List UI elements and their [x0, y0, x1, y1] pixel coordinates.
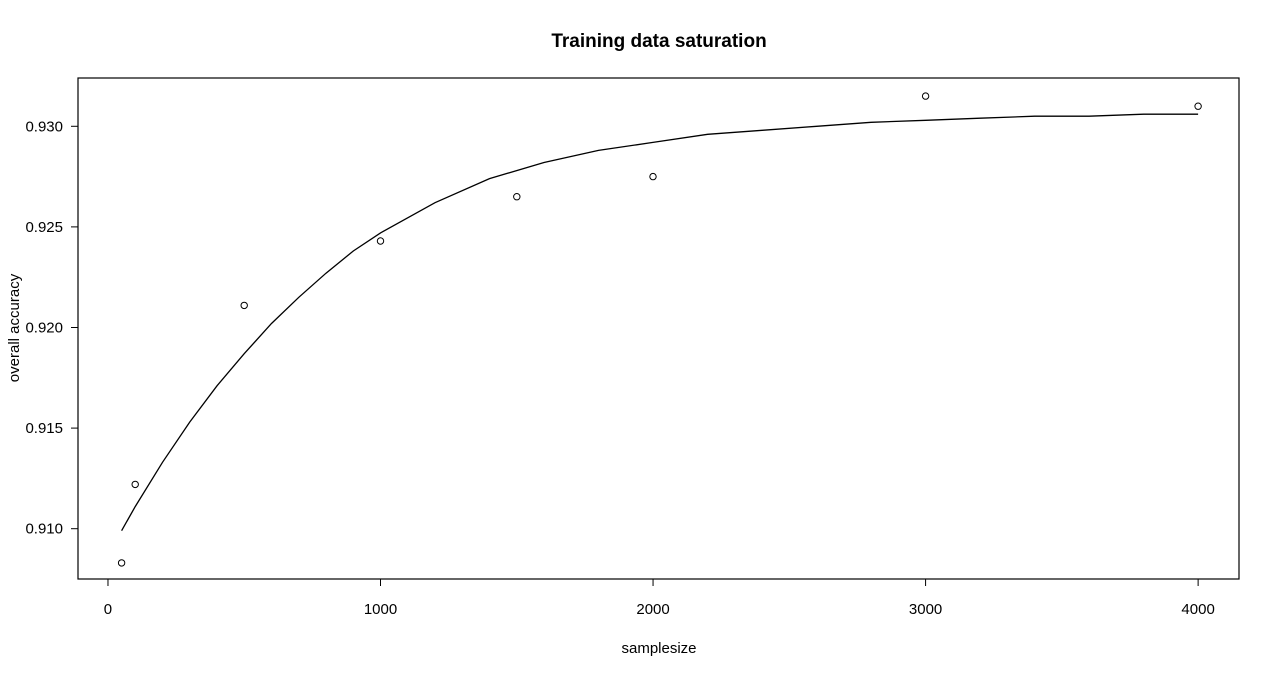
x-axis-label: samplesize: [621, 640, 696, 657]
data-points: [117, 92, 1202, 567]
x-tick-label: 0: [104, 601, 112, 618]
y-tick-label: 0.930: [25, 118, 63, 135]
y-axis: 0.910 0.915 0.920 0.925 0.930: [25, 118, 79, 538]
data-point: [1194, 102, 1202, 110]
x-tick-label: 3000: [909, 601, 942, 618]
fitted-curve: [121, 113, 1199, 532]
plot-frame: [77, 77, 1240, 580]
y-tick-label: 0.925: [25, 219, 63, 236]
x-tick-label: 1000: [364, 601, 397, 618]
y-tick-label: 0.915: [25, 420, 63, 437]
x-tick-label: 4000: [1181, 601, 1214, 618]
data-point: [131, 480, 139, 489]
y-tick-label: 0.920: [25, 319, 63, 336]
data-point: [117, 559, 126, 567]
data-point: [649, 172, 657, 181]
chart-title: Training data saturation: [551, 31, 766, 52]
data-point: [513, 193, 521, 201]
data-point: [376, 237, 385, 245]
x-tick-label: 2000: [636, 601, 669, 618]
x-axis: 0 1000 2000 3000 4000: [104, 578, 1215, 618]
data-point: [240, 301, 248, 310]
data-point: [921, 92, 930, 100]
y-tick-label: 0.910: [25, 521, 63, 538]
y-axis-label: overall accuracy: [6, 273, 23, 382]
